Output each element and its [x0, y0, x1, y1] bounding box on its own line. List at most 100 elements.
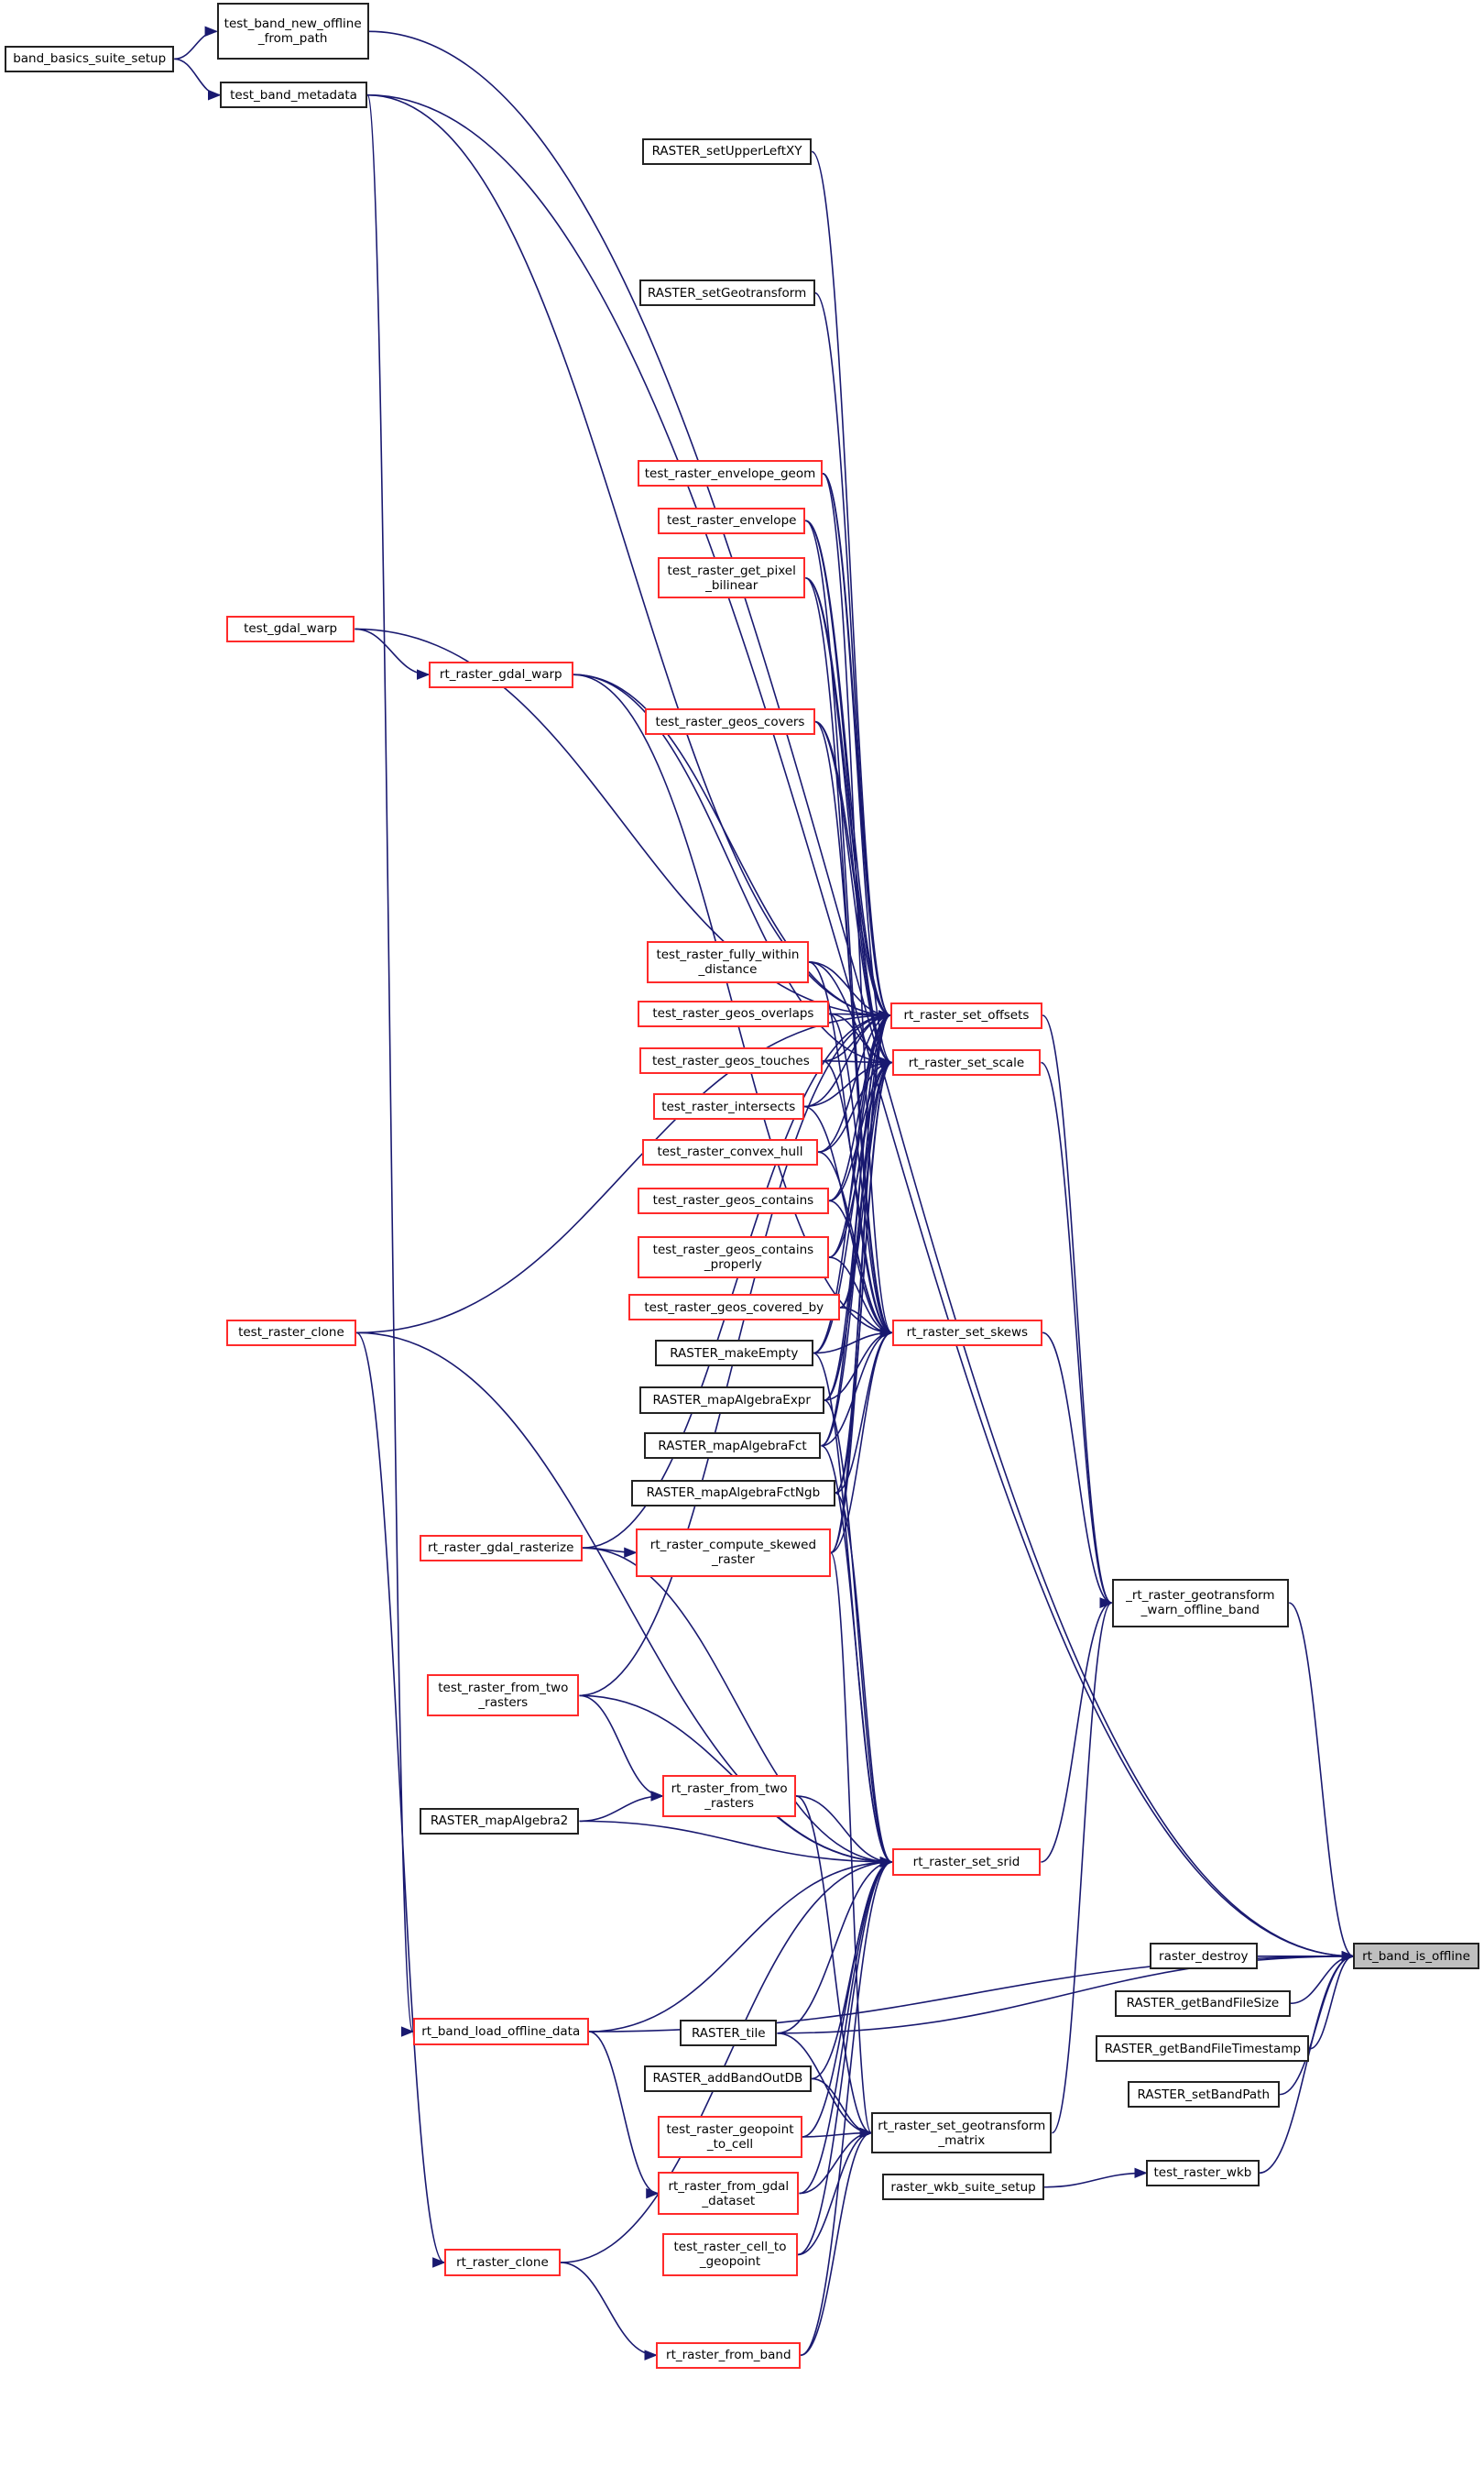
- call-edge: [829, 1010, 892, 1554]
- graph-node-raster-setupperleftxy[interactable]: RASTER_setUpperLeftXY: [642, 137, 813, 165]
- call-edge: [821, 1010, 892, 1447]
- call-edge: [800, 2127, 873, 2356]
- call-edge: [1043, 2167, 1148, 2188]
- graph-node-rt-band-load-offline-data[interactable]: rt_band_load_offline_data: [412, 2018, 589, 2045]
- call-edge: [1042, 1014, 1113, 1608]
- call-edge: [822, 472, 893, 1068]
- graph-node-test-gdal-warp[interactable]: test_gdal_warp: [225, 615, 355, 642]
- call-edge: [822, 1060, 893, 1338]
- graph-node-test-raster-from-two-rasters[interactable]: test_raster_from_two _rasters: [427, 1674, 580, 1717]
- graph-node-raster-setgeotransform[interactable]: RASTER_setGeotransform: [638, 279, 815, 307]
- graph-node-test-raster-envelope[interactable]: test_raster_envelope: [658, 507, 806, 534]
- graph-node-test-raster-convex-hull[interactable]: test_raster_convex_hull: [642, 1138, 818, 1166]
- graph-node-rt-raster-set-offsets[interactable]: rt_raster_set_offsets: [889, 1002, 1043, 1029]
- call-edge: [1051, 1597, 1113, 2134]
- call-edge: [582, 1010, 892, 1549]
- call-edge: [582, 1547, 893, 1868]
- graph-node-test-raster-cell-to-geopoint[interactable]: test_raster_cell_to _geopoint: [662, 2233, 798, 2276]
- call-edge: [830, 1327, 893, 1554]
- graph-node-rt-raster-set-scale[interactable]: rt_raster_set_scale: [891, 1048, 1042, 1077]
- graph-node-test-raster-fully-within-distance[interactable]: test_raster_fully_within _distance: [647, 940, 809, 983]
- call-edge: [1309, 1951, 1355, 2050]
- graph-node-raster-getbandfilesize[interactable]: RASTER_getBandFileSize: [1114, 1989, 1291, 2017]
- call-edge: [579, 1791, 664, 1823]
- graph-node-rt-raster-compute-skewed-raster[interactable]: rt_raster_compute_skewed _raster: [636, 1528, 831, 1577]
- graph-node-test-band-metadata[interactable]: test_band_metadata: [219, 82, 368, 109]
- graph-node-rt-raster-set-srid[interactable]: rt_raster_set_srid: [891, 1848, 1042, 1876]
- call-edge: [1041, 1597, 1113, 1863]
- graph-node-rt-raster-geotransform-warn-offline-band[interactable]: _rt_raster_geotransform _warn_offline_ba…: [1111, 1578, 1290, 1627]
- call-edge: [828, 1010, 892, 1258]
- call-edge: [799, 1857, 893, 2195]
- graph-node-raster-setbandpath[interactable]: RASTER_setBandPath: [1127, 2081, 1280, 2109]
- call-edge: [355, 628, 431, 680]
- call-edge: [824, 1399, 893, 1868]
- call-edge: [1288, 1602, 1355, 1962]
- graph-node-raster-mapalgebrafctngb[interactable]: RASTER_mapAlgebraFctNgb: [631, 1479, 835, 1506]
- call-edge: [821, 1444, 893, 1868]
- graph-node-test-raster-geos-covered-by[interactable]: test_raster_geos_covered_by: [627, 1294, 840, 1321]
- call-edge: [588, 2031, 660, 2199]
- call-edge: [560, 1857, 893, 2263]
- call-edge: [803, 1057, 893, 1108]
- graph-node-rt-raster-clone[interactable]: rt_raster_clone: [444, 2249, 561, 2276]
- call-edge: [356, 1010, 892, 1334]
- call-edge: [800, 1857, 893, 2356]
- graph-node-test-raster-geos-covers[interactable]: test_raster_geos_covers: [645, 708, 815, 736]
- call-edge: [579, 1694, 664, 1802]
- call-edge: [835, 1492, 893, 1868]
- graph-node-raster-tile[interactable]: RASTER_tile: [680, 2020, 778, 2047]
- call-edge: [174, 58, 222, 101]
- graph-node-rt-raster-set-geotransform-matrix[interactable]: rt_raster_set_geotransform _matrix: [871, 2112, 1053, 2153]
- call-edge: [813, 1057, 893, 1354]
- graph-node-raster-mapalgebra2[interactable]: RASTER_mapAlgebra2: [419, 1807, 580, 1835]
- graph-node-raster-addbandoutdb[interactable]: RASTER_addBandOutDB: [643, 2065, 813, 2093]
- call-edge: [174, 26, 218, 60]
- graph-node-rt-raster-gdal-rasterize[interactable]: rt_raster_gdal_rasterize: [419, 1534, 583, 1561]
- graph-node-rt-raster-from-two-rasters[interactable]: rt_raster_from_two _rasters: [662, 1774, 796, 1818]
- call-edge: [803, 1010, 892, 1108]
- call-edge: [814, 720, 893, 1338]
- graph-node-test-band-new-offline-from-path[interactable]: test_band_new_offline _from_path: [216, 3, 369, 60]
- call-edge: [573, 674, 893, 1068]
- graph-node-rt-raster-from-gdal-dataset[interactable]: rt_raster_from_gdal _dataset: [658, 2172, 800, 2215]
- graph-node-test-raster-geos-overlaps[interactable]: test_raster_geos_overlaps: [637, 1000, 829, 1027]
- graph-node-raster-getbandfiletimestamp[interactable]: RASTER_getBandFileTimestamp: [1096, 2035, 1310, 2063]
- call-edge: [795, 1795, 893, 1868]
- graph-node-test-raster-wkb[interactable]: test_raster_wkb: [1146, 2159, 1260, 2186]
- graph-node-raster-mapalgebrafct[interactable]: RASTER_mapAlgebraFct: [643, 1432, 822, 1460]
- call-edge: [777, 1857, 893, 2034]
- graph-node-rt-band-is-offline[interactable]: rt_band_is_offline: [1353, 1943, 1479, 1970]
- call-edge: [829, 1551, 873, 2138]
- graph-node-test-raster-geos-touches[interactable]: test_raster_geos_touches: [638, 1047, 824, 1075]
- graph-node-band-basics-suite-setup[interactable]: band_basics_suite_setup: [5, 45, 175, 72]
- call-edge: [797, 2127, 873, 2256]
- graph-node-test-raster-intersects[interactable]: test_raster_intersects: [653, 1092, 804, 1121]
- call-edge: [355, 1331, 446, 2268]
- call-edge: [588, 1857, 893, 2032]
- call-edge: [797, 1857, 893, 2256]
- call-edge: [560, 2262, 658, 2361]
- graph-node-test-raster-envelope-geom[interactable]: test_raster_envelope_geom: [637, 460, 824, 488]
- graph-node-raster-makeempty[interactable]: RASTER_makeEmpty: [654, 1340, 813, 1367]
- call-edge: [828, 1200, 893, 1339]
- call-edge: [795, 1795, 873, 2139]
- graph-node-rt-raster-gdal-warp[interactable]: rt_raster_gdal_warp: [428, 661, 573, 688]
- graph-node-rt-raster-from-band[interactable]: rt_raster_from_band: [656, 2341, 802, 2369]
- graph-node-test-raster-geos-contains[interactable]: test_raster_geos_contains: [637, 1187, 829, 1214]
- call-edge: [1041, 1061, 1113, 1608]
- graph-node-test-raster-geopoint-to-cell[interactable]: test_raster_geopoint _to_cell: [658, 2115, 802, 2159]
- graph-node-rt-raster-set-skews[interactable]: rt_raster_set_skews: [891, 1319, 1043, 1346]
- call-edge: [813, 1010, 892, 1354]
- graph-node-test-raster-clone[interactable]: test_raster_clone: [225, 1319, 357, 1346]
- call-edge: [367, 93, 892, 1021]
- graph-node-raster-wkb-suite-setup[interactable]: raster_wkb_suite_setup: [882, 2174, 1044, 2201]
- graph-node-raster-destroy[interactable]: raster_destroy: [1149, 1943, 1258, 1970]
- call-edge: [573, 674, 892, 1021]
- call-edge: [821, 1057, 893, 1447]
- call-edge: [579, 1820, 893, 1868]
- graph-node-test-raster-geos-contains-properly[interactable]: test_raster_geos_contains _properly: [637, 1235, 829, 1279]
- graph-node-raster-mapalgebraexpr[interactable]: RASTER_mapAlgebraExpr: [638, 1386, 824, 1414]
- graph-node-test-raster-get-pixel-bilinear[interactable]: test_raster_get_pixel _bilinear: [658, 557, 806, 599]
